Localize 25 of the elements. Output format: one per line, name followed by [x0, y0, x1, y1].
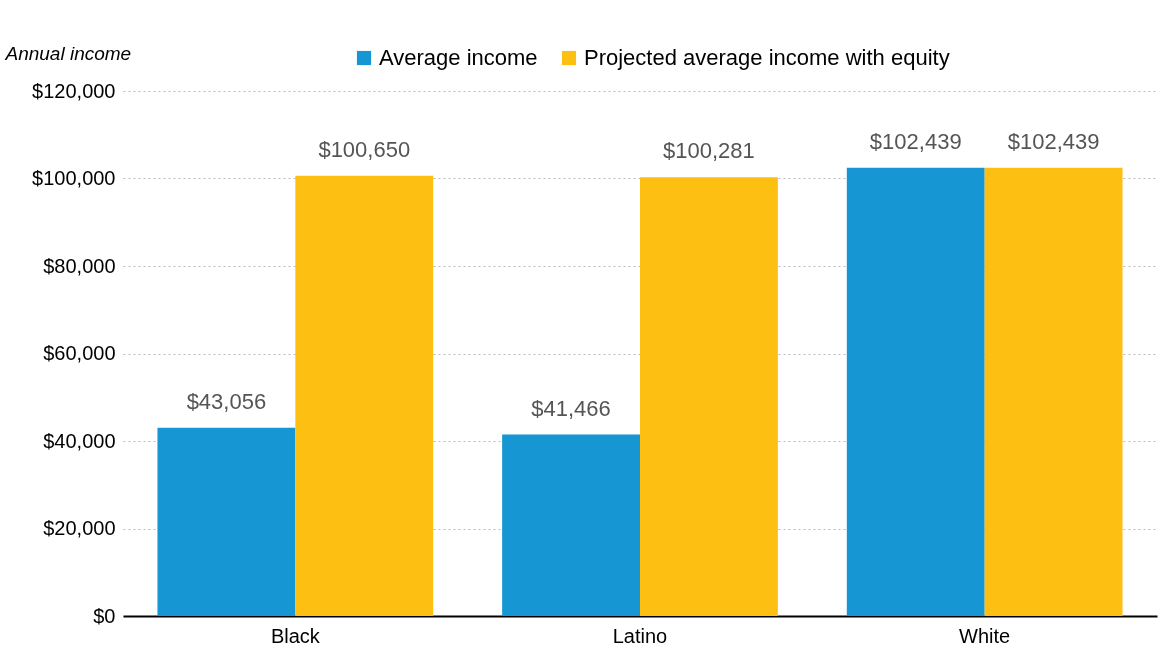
- data-label: $41,466: [531, 395, 611, 421]
- y-tick-label: $80,000: [43, 254, 116, 277]
- bar: [157, 427, 296, 616]
- data-label: $100,281: [663, 138, 755, 164]
- bar: [502, 434, 640, 616]
- data-label: $102,439: [1007, 128, 1100, 154]
- bar: [640, 177, 778, 616]
- y-tick-label: $0: [93, 604, 116, 627]
- legend-label: Projected average income with equity: [584, 45, 950, 70]
- legend-label: Average income: [379, 45, 538, 70]
- x-tick-label: Latino: [612, 624, 668, 647]
- y-tick-label: $60,000: [43, 342, 116, 364]
- data-label: $100,650: [318, 136, 411, 162]
- bar: [984, 167, 1123, 616]
- y-axis-title: Annual income: [4, 42, 132, 64]
- bar: [295, 175, 434, 616]
- data-label: $43,056: [186, 388, 267, 414]
- data-label: $102,439: [869, 128, 962, 154]
- x-tick-label: Black: [270, 624, 321, 647]
- x-tick-label: White: [959, 624, 1011, 647]
- y-tick-label: $120,000: [32, 79, 116, 102]
- y-tick-label: $40,000: [43, 429, 116, 452]
- y-tick-label: $20,000: [43, 517, 116, 539]
- bar: [846, 167, 985, 616]
- y-tick-label: $100,000: [32, 167, 116, 189]
